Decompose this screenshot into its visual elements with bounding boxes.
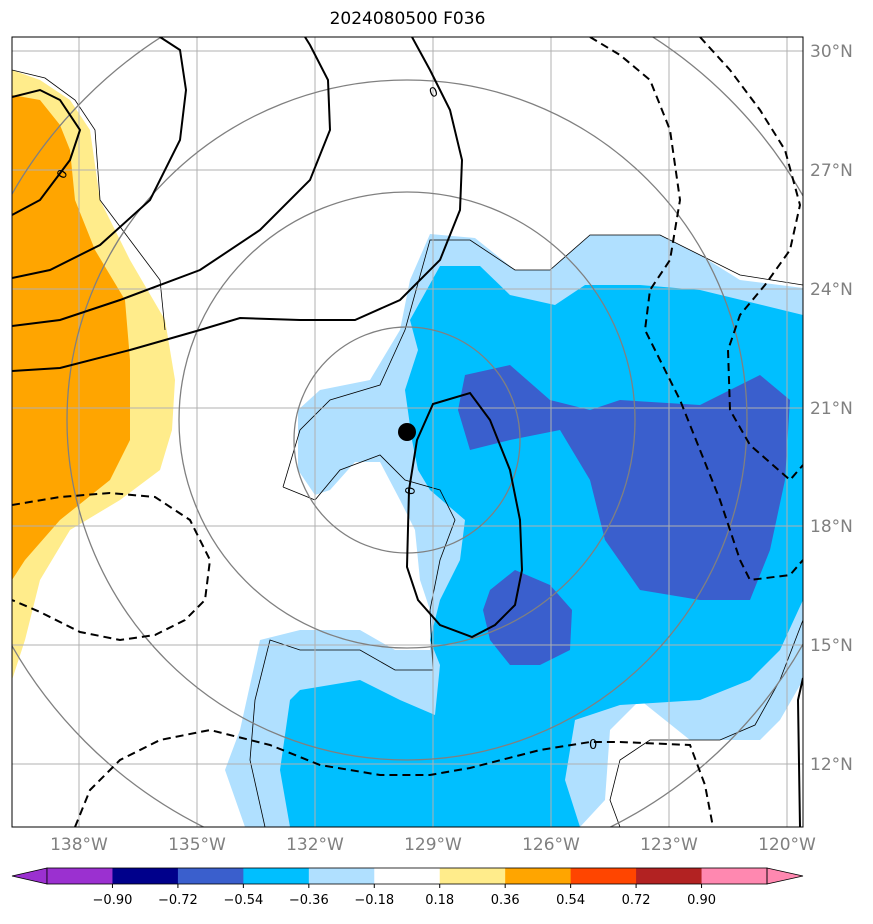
colorbar-segment bbox=[439, 868, 506, 884]
lon-label: 123°W bbox=[640, 835, 698, 855]
lat-label: 12°N bbox=[810, 755, 853, 775]
colorbar-tick-label: −0.54 bbox=[223, 893, 263, 908]
solid-contours bbox=[12, 37, 803, 827]
colorbar-extend-high bbox=[766, 867, 804, 885]
colorbar-segment bbox=[374, 868, 441, 884]
lon-label: 138°W bbox=[50, 835, 108, 855]
lon-label: 120°W bbox=[758, 835, 816, 855]
storm-center-dot bbox=[398, 423, 416, 441]
lat-label: 24°N bbox=[810, 280, 853, 300]
dashed-contours bbox=[12, 37, 803, 827]
contour-label: 0 bbox=[403, 486, 419, 497]
positive-orange-shading bbox=[12, 95, 130, 580]
colorbar-segment bbox=[243, 868, 310, 884]
longitude-labels: 138°W 135°W 132°W 129°W 126°W 123°W 120°… bbox=[50, 835, 816, 855]
colorbar-extend-low bbox=[11, 867, 48, 885]
lon-label: 132°W bbox=[286, 835, 344, 855]
lat-label: 30°N bbox=[810, 42, 853, 62]
negative-dark-shading-2 bbox=[483, 570, 572, 665]
colorbar-segment bbox=[505, 868, 572, 884]
lat-label: 27°N bbox=[810, 161, 853, 181]
colorbar-tick-label: 0.18 bbox=[425, 893, 454, 908]
lon-label: 135°W bbox=[168, 835, 226, 855]
lon-label: 126°W bbox=[522, 835, 580, 855]
colorbar-frame bbox=[46, 867, 768, 885]
colorbar-segment bbox=[308, 868, 375, 884]
map-area: 0 0 0 0 bbox=[12, 37, 803, 827]
colorbar-tick-label: 0.90 bbox=[687, 893, 716, 908]
thin-outline-3 bbox=[249, 454, 456, 827]
colorbar-segment bbox=[112, 868, 179, 884]
colorbar-tick-label: −0.36 bbox=[289, 893, 329, 908]
thin-outline-2 bbox=[282, 234, 803, 488]
colorbar-tick-label: 0.54 bbox=[556, 893, 585, 908]
colorbar-tick-label: −0.72 bbox=[158, 893, 198, 908]
lat-label: 15°N bbox=[810, 636, 853, 656]
thin-outline-1 bbox=[12, 69, 166, 331]
colorbar-segment bbox=[701, 868, 768, 884]
negative-dark-shading bbox=[458, 365, 790, 600]
latitude-labels: 30°N 27°N 24°N 21°N 18°N 15°N 12°N bbox=[810, 42, 853, 775]
colorbar-segment bbox=[177, 868, 244, 884]
colorbar-tick-label: −0.18 bbox=[354, 893, 394, 908]
colorbar-segment bbox=[570, 868, 637, 884]
colorbar: −0.90 −0.72 −0.54 −0.36 −0.18 0.18 0.36 0.54 0.7… bbox=[11, 867, 804, 908]
lat-label: 18°N bbox=[810, 517, 853, 537]
colorbar-segment bbox=[636, 868, 703, 884]
lat-label: 21°N bbox=[810, 399, 853, 419]
colorbar-tick-label: 0.36 bbox=[491, 893, 520, 908]
colorbar-segment bbox=[47, 868, 113, 884]
colorbar-tick-label: −0.90 bbox=[93, 893, 133, 908]
colorbar-tick-label: 0.72 bbox=[622, 893, 651, 908]
lon-label: 129°W bbox=[404, 835, 462, 855]
map-frame bbox=[11, 36, 804, 828]
map-title: 2024080500 F036 bbox=[329, 9, 486, 29]
contour-label: 0 bbox=[589, 738, 597, 753]
